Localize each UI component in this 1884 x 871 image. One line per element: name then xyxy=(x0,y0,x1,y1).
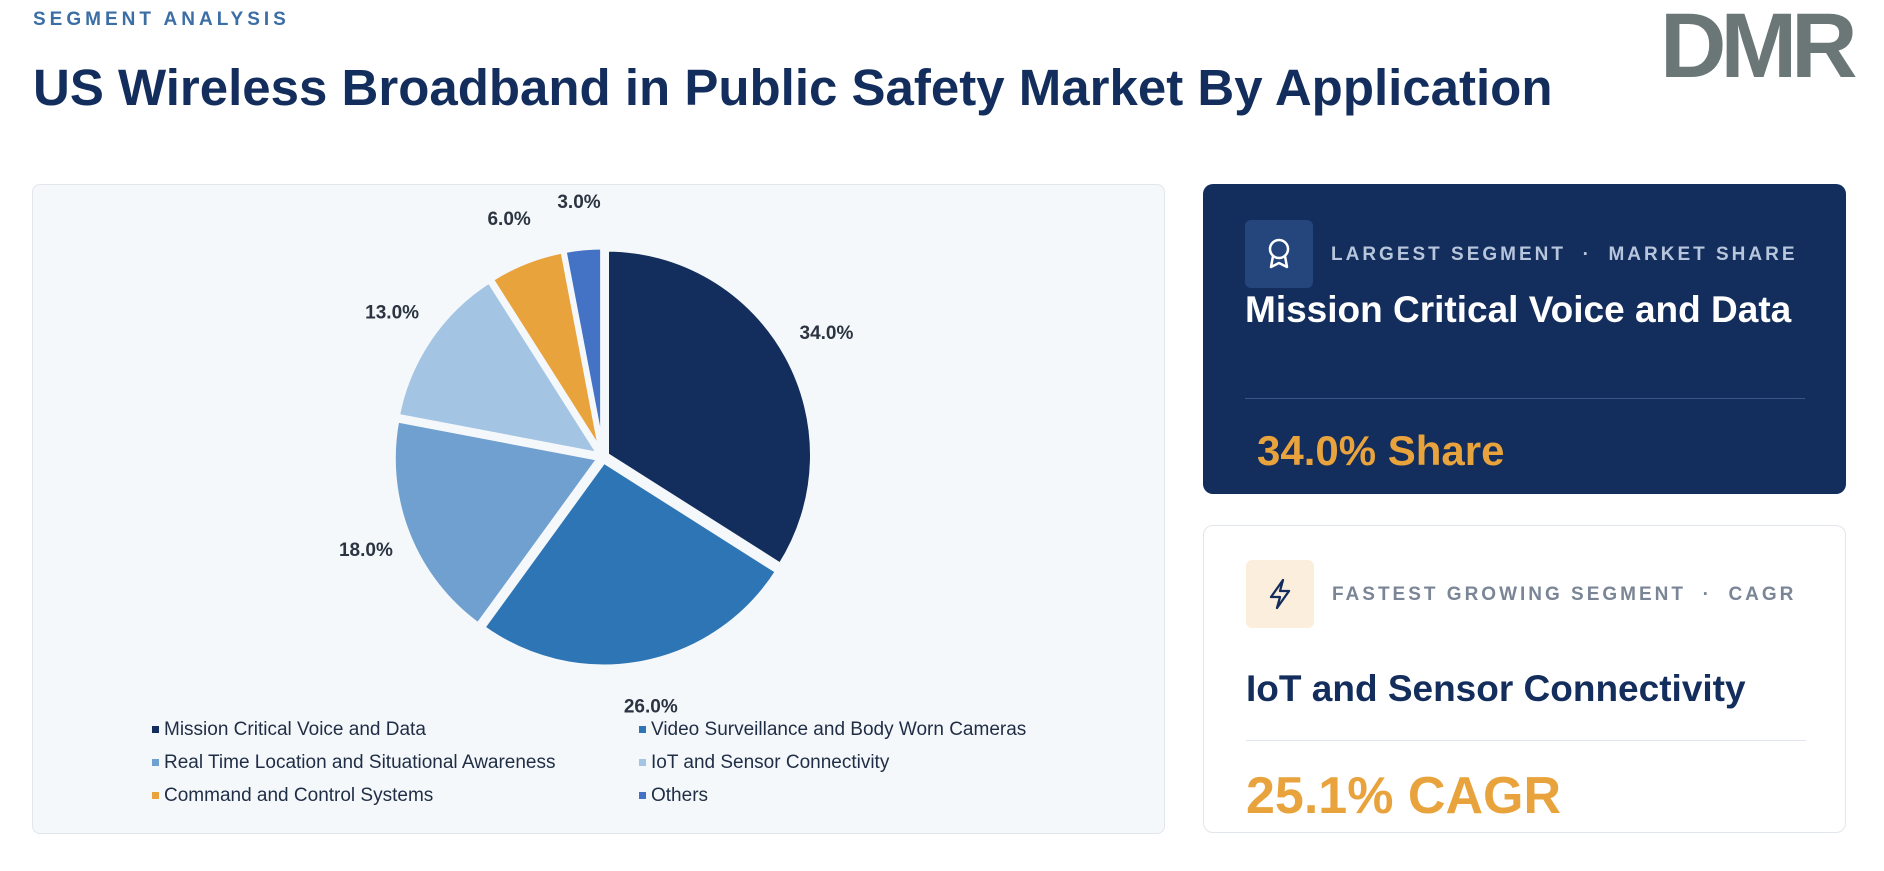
value-label: 26.0% xyxy=(624,696,678,717)
card-value: 25.1% CAGR xyxy=(1246,767,1561,825)
bolt-glyph xyxy=(1269,578,1291,610)
legend-label: IoT and Sensor Connectivity xyxy=(651,752,890,773)
largest-segment-card: LARGEST SEGMENT · MARKET SHARE Mission C… xyxy=(1203,184,1846,494)
pie-slice xyxy=(604,246,815,569)
card-value: 34.0% Share xyxy=(1257,427,1505,474)
pie-slice xyxy=(394,277,605,459)
divider xyxy=(1245,398,1805,399)
eyebrow: SEGMENT ANALYSIS xyxy=(33,9,290,30)
legend-label: Mission Critical Voice and Data xyxy=(164,719,426,740)
value-label: 3.0% xyxy=(557,192,600,213)
card-label: FASTEST GROWING SEGMENT · CAGR xyxy=(1332,584,1797,605)
legend-label: Command and Control Systems xyxy=(164,785,433,806)
legend-swatch xyxy=(152,759,159,766)
legend-swatch xyxy=(152,792,159,799)
legend-label: Others xyxy=(651,785,708,806)
legend-label: Real Time Location and Situational Aware… xyxy=(164,752,556,773)
card-label: LARGEST SEGMENT · MARKET SHARE xyxy=(1331,244,1798,265)
card-name: IoT and Sensor Connectivity xyxy=(1246,668,1746,709)
value-label: 34.0% xyxy=(800,323,854,344)
chart: 34.0% 26.0% 18.0% 13.0% 6.0% 3.0% Mission Crit… xyxy=(152,192,1026,806)
legend-swatch xyxy=(152,726,159,733)
pie-slice xyxy=(561,244,606,454)
page-title: US Wireless Broadband in Public Safety M… xyxy=(33,59,1553,116)
legend-swatch xyxy=(639,726,646,733)
value-label: 6.0% xyxy=(487,209,530,230)
legend-label: Video Surveillance and Body Worn Cameras xyxy=(651,719,1026,740)
award-icon xyxy=(1245,220,1313,288)
award-glyph xyxy=(1268,238,1290,269)
value-label: 18.0% xyxy=(339,540,393,561)
pie-slice xyxy=(479,457,782,670)
pie-slice xyxy=(390,416,604,629)
legend-swatch xyxy=(639,759,646,766)
legend-swatch xyxy=(639,792,646,799)
value-label: 13.0% xyxy=(365,303,419,324)
bolt-icon xyxy=(1246,560,1314,628)
card-name: Mission Critical Voice and Data xyxy=(1245,289,1792,330)
divider xyxy=(1246,740,1806,741)
logo: DMR xyxy=(1660,0,1858,97)
fastest-growing-card: FASTEST GROWING SEGMENT · CAGR IoT and S… xyxy=(1203,525,1846,833)
